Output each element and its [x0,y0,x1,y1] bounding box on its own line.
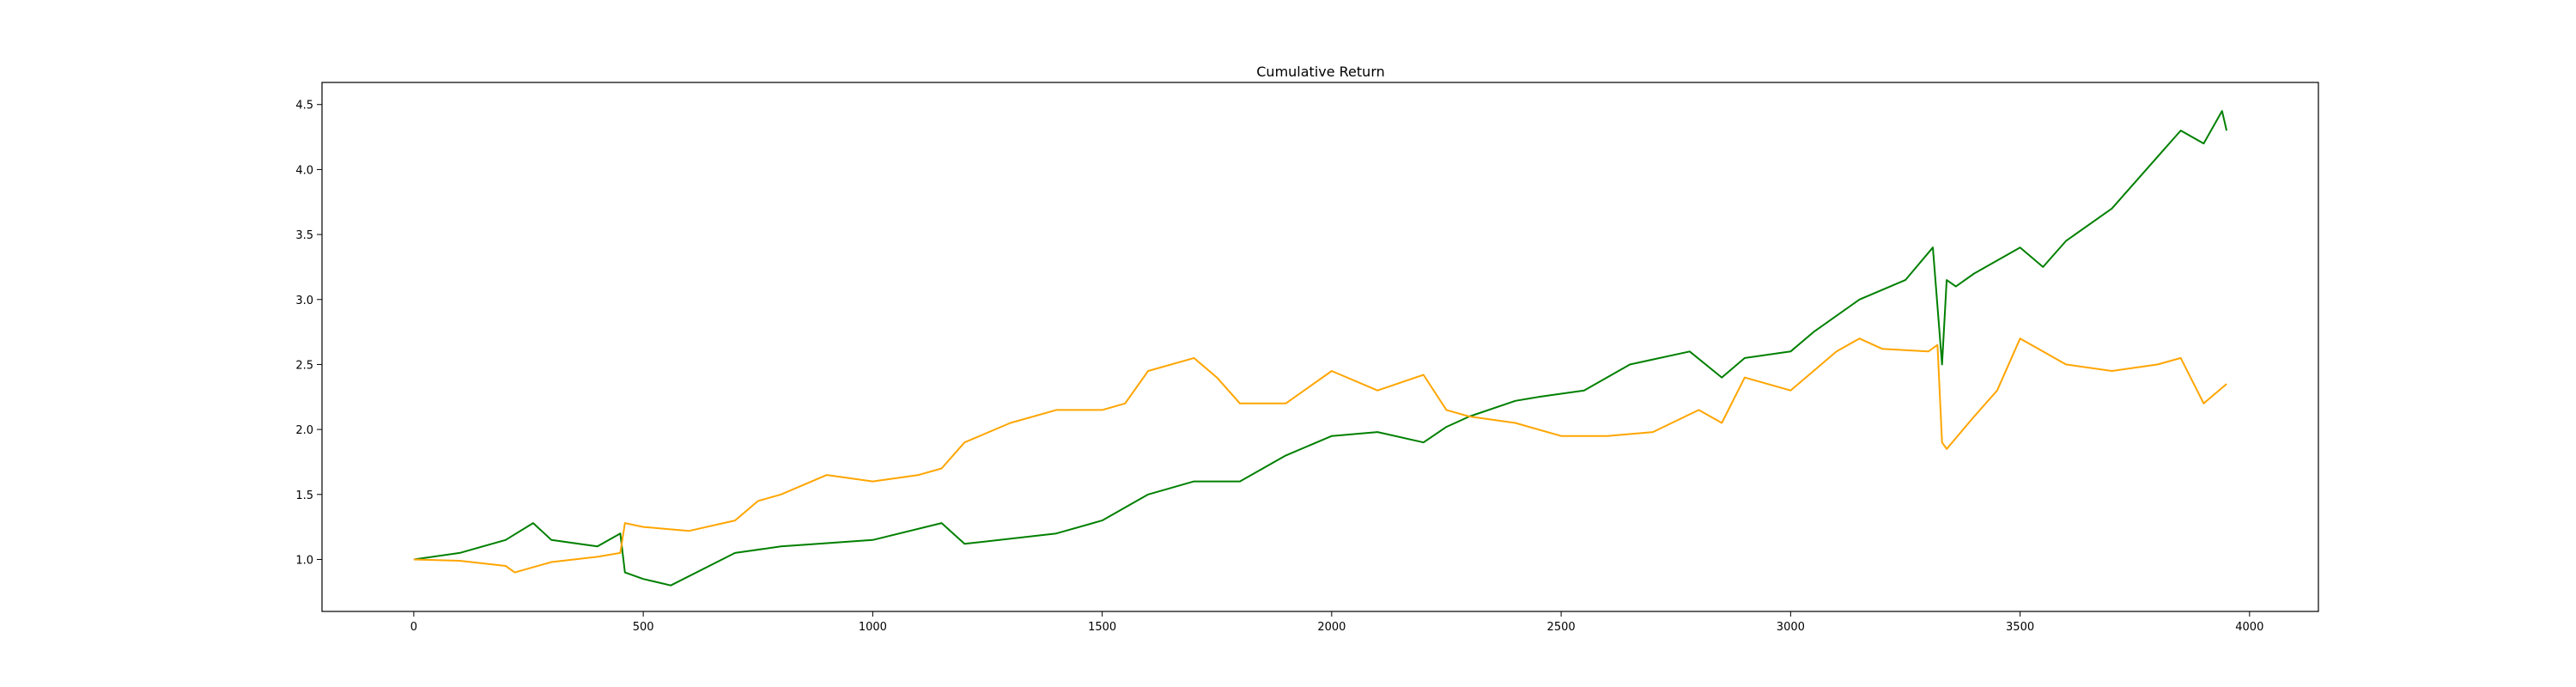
y-tick-label: 4.5 [295,100,313,112]
x-tick-label: 4000 [2235,621,2263,634]
y-tick-label: 1.5 [295,489,313,502]
chart-title: Cumulative Return [1256,64,1385,80]
x-tick-label: 500 [633,621,654,634]
x-tick-label: 2000 [1317,621,1346,634]
x-tick-label: 2500 [1547,621,1576,634]
x-tick-label: 1500 [1088,621,1116,634]
y-tick-label: 2.0 [295,424,313,437]
x-tick-label: 0 [410,621,417,634]
x-tick-label: 3500 [2006,621,2034,634]
x-tick-label: 1000 [859,621,887,634]
y-tick-label: 1.0 [295,554,313,567]
y-tick-label: 3.0 [295,295,313,307]
axes-frame [321,82,2319,612]
x-tick-label: 3000 [1777,621,1805,634]
series-line-2 [413,337,2227,574]
y-tick-label: 4.0 [295,164,313,177]
y-tick-label: 3.5 [295,229,313,242]
y-tick-label: 2.5 [295,359,313,372]
plot-area: 0 500 1000 1500 2000 2500 3000 3500 4000 1.0 1.5 2.… [295,82,2319,634]
